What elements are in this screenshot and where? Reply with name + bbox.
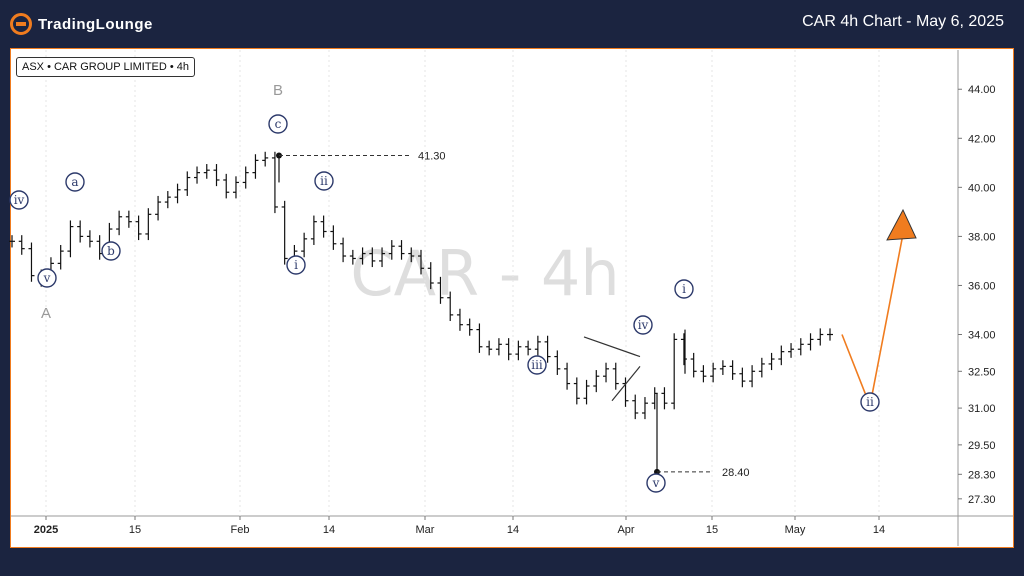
wave-label-circle [101, 241, 121, 261]
wave-label: b [107, 244, 115, 258]
wave-label-major: B [273, 82, 283, 99]
wave-label-circle [527, 355, 547, 375]
x-tick-label: Mar [416, 524, 435, 536]
wave-label: c [275, 117, 282, 131]
level-label: 41.30 [418, 150, 446, 162]
wedge-upper-line [583, 336, 641, 358]
y-tick-label: 42.00 [968, 133, 996, 145]
x-tick-label: Feb [231, 524, 250, 536]
x-tick-label: 14 [507, 524, 519, 536]
wave-label: iv [14, 193, 25, 207]
wedge-lower-line [611, 366, 641, 402]
x-tick-label: May [785, 524, 806, 536]
logo-icon [10, 13, 32, 35]
wave-label-circle [674, 279, 694, 299]
brand-logo: TradingLounge [10, 12, 153, 36]
watermark-text: CAR - 4h [350, 237, 619, 310]
wave-label-circle [633, 315, 653, 335]
y-tick-label: 31.00 [968, 403, 996, 415]
y-tick-label: 34.00 [968, 330, 996, 342]
y-tick-label: 38.00 [968, 231, 996, 243]
x-tick-label: 14 [873, 524, 885, 536]
x-tick-label: 14 [323, 524, 335, 536]
wave-label-circle [860, 392, 880, 412]
projection-path [841, 233, 904, 409]
y-tick-label: 32.50 [968, 366, 996, 378]
wave-label: v [652, 476, 660, 490]
y-tick-label: 44.00 [968, 84, 996, 96]
x-tick-label: 2025 [34, 524, 58, 536]
wave-label: i [294, 258, 298, 272]
y-tick-label: 28.30 [968, 469, 996, 481]
wave-label-circle [314, 171, 334, 191]
y-tick-label: 29.50 [968, 440, 996, 452]
wave-label: i [682, 282, 686, 296]
wave-label-circle [37, 268, 57, 288]
wave-label-circle [646, 473, 666, 493]
wave-label: ii [320, 174, 328, 188]
chart-area[interactable] [10, 48, 1014, 548]
chart-title: CAR 4h Chart - May 6, 2025 [802, 13, 1004, 30]
wave-label: a [71, 175, 78, 189]
wave-label: iii [531, 358, 543, 372]
wave-label-circle [9, 190, 29, 210]
brand-name: TradingLounge [38, 15, 153, 33]
symbol-info: ASX • CAR GROUP LIMITED • 4h [16, 57, 196, 77]
wave-label-circle [65, 172, 85, 192]
header-bar: TradingLounge CAR 4h Chart - May 6, 2025 [0, 0, 1024, 46]
wave-label: ii [866, 395, 874, 409]
x-tick-label: 15 [706, 524, 718, 536]
wave-label-circle [286, 255, 306, 275]
wave-label-circle [268, 114, 288, 134]
wave-label: v [43, 271, 51, 285]
target-arrow-icon [886, 208, 917, 241]
y-tick-label: 27.30 [968, 494, 996, 506]
y-tick-label: 36.00 [968, 280, 996, 292]
wave-label-major: A [41, 305, 51, 322]
y-tick-label: 40.00 [968, 182, 996, 194]
x-tick-label: Apr [617, 524, 634, 536]
x-tick-label: 15 [129, 524, 141, 536]
wave-label: iv [638, 318, 649, 332]
level-label: 28.40 [722, 467, 750, 479]
